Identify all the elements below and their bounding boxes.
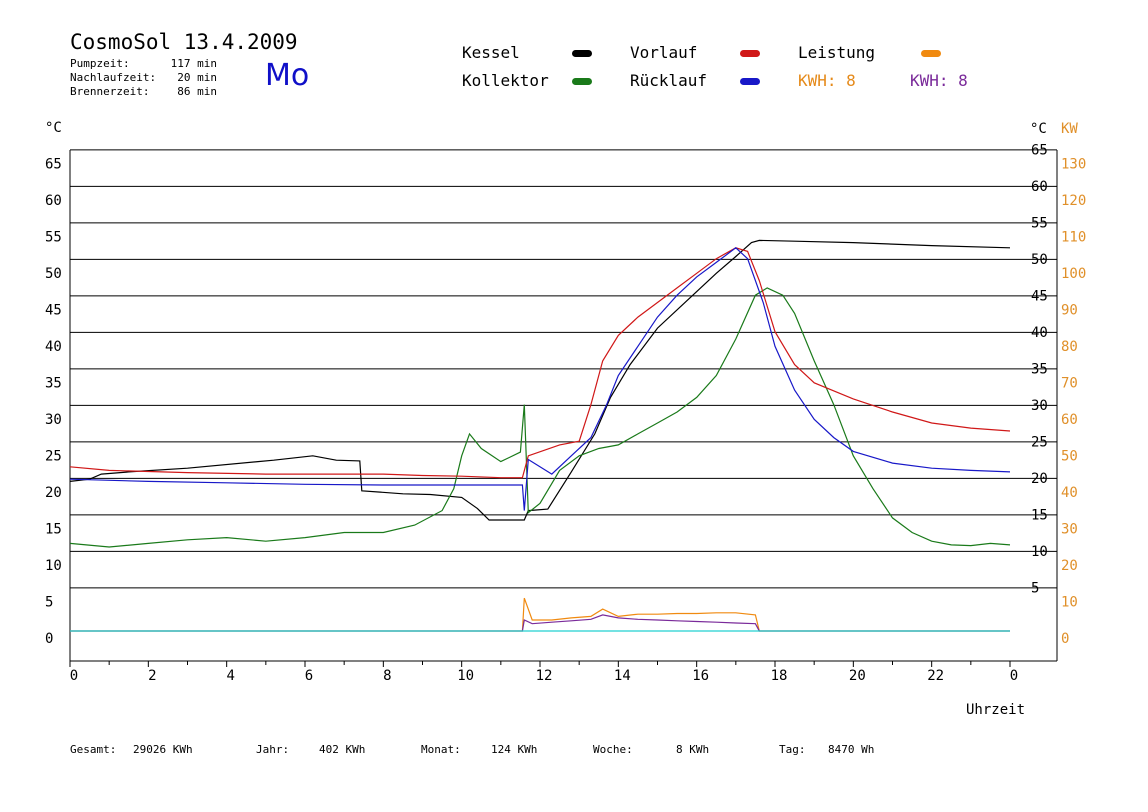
y-tick-label-kw: 50 [1061, 449, 1078, 465]
y-tick-label-right: 45 [1031, 289, 1048, 305]
x-tick-label: 2 [148, 668, 156, 684]
x-tick-label: 12 [536, 668, 553, 684]
y-tick-label-right: 65 [1031, 143, 1048, 159]
legend-vorlauf-swatch [740, 50, 760, 57]
footer-jahr-value: 402 KWh [319, 743, 366, 756]
y-tick-label-left: 25 [45, 449, 62, 465]
y-tick-label-left: 55 [45, 230, 62, 246]
x-tick-label: 4 [226, 668, 234, 684]
y-axis-right-kw-unit: KW [1061, 121, 1078, 137]
legend-kwh-orange: KWH: 8 [798, 71, 856, 90]
x-tick-label: 8 [383, 668, 391, 684]
y-tick-label-right: 60 [1031, 179, 1048, 195]
y-tick-label-left: 15 [45, 522, 62, 538]
legend-kollektor-swatch [572, 78, 592, 85]
info-value-nachlaufzeit: 20 min [177, 71, 217, 84]
y-tick-label-kw: 120 [1061, 193, 1086, 209]
y-tick-label-right: 30 [1031, 398, 1048, 414]
y-tick-label-left: 50 [45, 266, 62, 282]
legend-leistung-label: Leistung [798, 43, 876, 62]
y-tick-label-left: 0 [45, 631, 53, 647]
info-label-pumpzeit: Pumpzeit: [70, 57, 130, 70]
info-label-brennerzeit: Brennerzeit: [70, 85, 150, 98]
y-tick-label-left: 10 [45, 558, 62, 574]
y-tick-label-kw: 20 [1061, 558, 1078, 574]
x-tick-label: 20 [849, 668, 866, 684]
y-tick-label-left: 35 [45, 376, 62, 392]
y-tick-label-kw: 30 [1061, 522, 1078, 538]
footer-monat-label: Monat: [421, 743, 461, 756]
x-tick-label: 18 [771, 668, 788, 684]
series-line-vorlauf [69, 247, 1011, 479]
series-line-kessel [69, 239, 1011, 521]
info-value-brennerzeit: 86 min [177, 85, 217, 98]
y-tick-label-right: 50 [1031, 252, 1048, 268]
series-line-ruecklauf [69, 247, 1011, 511]
x-tick-label: 0 [1010, 668, 1018, 684]
y-tick-label-left: 5 [45, 595, 53, 611]
y-tick-label-kw: 110 [1061, 230, 1086, 246]
legend-ruecklauf-label: Rücklauf [630, 71, 708, 90]
footer-monat-value: 124 KWh [491, 743, 538, 756]
x-tick-label: 14 [614, 668, 631, 684]
series-line-kollektor [69, 287, 1011, 548]
y-tick-label-right: 10 [1031, 544, 1048, 560]
chart-title: CosmoSol 13.4.2009 [70, 30, 298, 54]
legend-vorlauf-label: Vorlauf [630, 43, 698, 62]
y-axis-left-unit: °C [45, 120, 62, 136]
y-tick-label-right: 55 [1031, 216, 1048, 232]
x-tick-label: 22 [927, 668, 944, 684]
y-tick-label-left: 65 [45, 157, 62, 173]
x-tick-label: 10 [457, 668, 474, 684]
y-tick-label-right: 25 [1031, 435, 1048, 451]
footer-jahr-label: Jahr: [256, 743, 290, 756]
y-tick-label-kw: 90 [1061, 303, 1078, 319]
legend-kwh-purple: KWH: 8 [910, 71, 968, 90]
legend-kollektor-label: Kollektor [462, 71, 549, 90]
y-tick-label-kw: 130 [1061, 157, 1086, 173]
info-label-nachlaufzeit: Nachlaufzeit: [70, 71, 157, 84]
y-tick-label-right: 20 [1031, 471, 1048, 487]
y-tick-label-right: 35 [1031, 362, 1048, 378]
y-tick-label-kw: 40 [1061, 485, 1078, 501]
footer-gesamt-value: 29026 KWh [133, 743, 193, 756]
y-tick-label-left: 40 [45, 339, 62, 355]
y-tick-label-kw: 80 [1061, 339, 1078, 355]
y-axis-right-unit: °C [1030, 121, 1047, 137]
y-tick-label-right: 40 [1031, 325, 1048, 341]
y-tick-label-kw: 70 [1061, 376, 1078, 392]
footer-woche-value: 8 KWh [676, 743, 710, 756]
chart-grid [70, 149, 1057, 589]
x-tick-label: 6 [305, 668, 313, 684]
y-tick-label-left: 45 [45, 303, 62, 319]
y-tick-label-right: 15 [1031, 508, 1048, 524]
y-tick-label-kw: 60 [1061, 412, 1078, 428]
legend-leistung-swatch [921, 50, 941, 57]
x-axis-label: Uhrzeit [966, 702, 1025, 718]
x-tick-label: 0 [70, 668, 78, 684]
footer-gesamt-label: Gesamt: [70, 743, 117, 756]
footer-tag-value: 8470 Wh [828, 743, 875, 756]
chart-series [69, 239, 1011, 632]
footer-woche-label: Woche: [593, 743, 633, 756]
y-tick-label-kw: 0 [1061, 631, 1069, 647]
y-tick-label-kw: 100 [1061, 266, 1086, 282]
info-value-pumpzeit: 117 min [170, 57, 217, 70]
y-tick-label-left: 30 [45, 412, 62, 428]
y-tick-label-right: 5 [1031, 581, 1039, 597]
series-line-leistung [70, 597, 1010, 632]
series-line-kwh [70, 614, 1010, 632]
legend-kessel-swatch [572, 50, 592, 57]
legend-ruecklauf-swatch [740, 78, 760, 85]
x-tick-label: 16 [692, 668, 709, 684]
weekday-label: Mo [265, 58, 310, 93]
chart-axes: 0510152025303540455055606551015202530354… [45, 143, 1086, 685]
y-tick-label-left: 20 [45, 485, 62, 501]
legend-kessel-label: Kessel [462, 43, 520, 62]
footer-tag-label: Tag: [779, 743, 806, 756]
y-tick-label-left: 60 [45, 193, 62, 209]
y-tick-label-kw: 10 [1061, 595, 1078, 611]
